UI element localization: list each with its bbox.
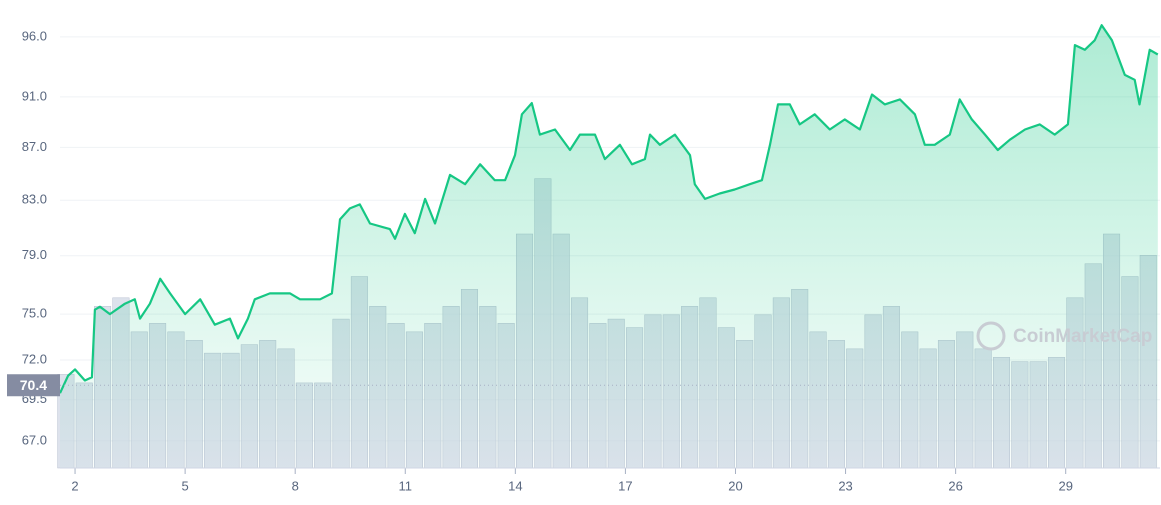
- y-tick-label: 83.0: [22, 192, 47, 207]
- x-tick-label: 11: [399, 478, 413, 493]
- y-tick-label: 67.0: [22, 432, 47, 447]
- y-tick-label: 79.0: [22, 247, 47, 262]
- reference-label: 70.4: [20, 377, 47, 393]
- x-tick-label: 8: [292, 478, 299, 493]
- x-tick-label: 23: [838, 478, 852, 493]
- x-tick-label: 20: [728, 478, 742, 493]
- reference-label-box: [7, 374, 60, 397]
- x-tick-label: 29: [1058, 478, 1072, 493]
- x-tick-label: 5: [181, 478, 188, 493]
- x-tick-label: 2: [71, 478, 78, 493]
- y-tick-label: 87.0: [22, 139, 47, 154]
- x-tick-label: 26: [948, 478, 962, 493]
- price-line: [59, 24, 1159, 394]
- price-area: [60, 25, 1158, 468]
- x-tick-label: 17: [618, 478, 632, 493]
- x-tick-label: 14: [508, 478, 522, 493]
- y-tick-label: 96.0: [22, 28, 47, 43]
- y-tick-label: 91.0: [22, 88, 47, 103]
- watermark-logo: [976, 321, 1006, 351]
- y-tick-label: 75.0: [22, 306, 47, 321]
- y-tick-label: 72.0: [22, 351, 47, 366]
- watermark: CoinMarketCap: [1013, 326, 1152, 347]
